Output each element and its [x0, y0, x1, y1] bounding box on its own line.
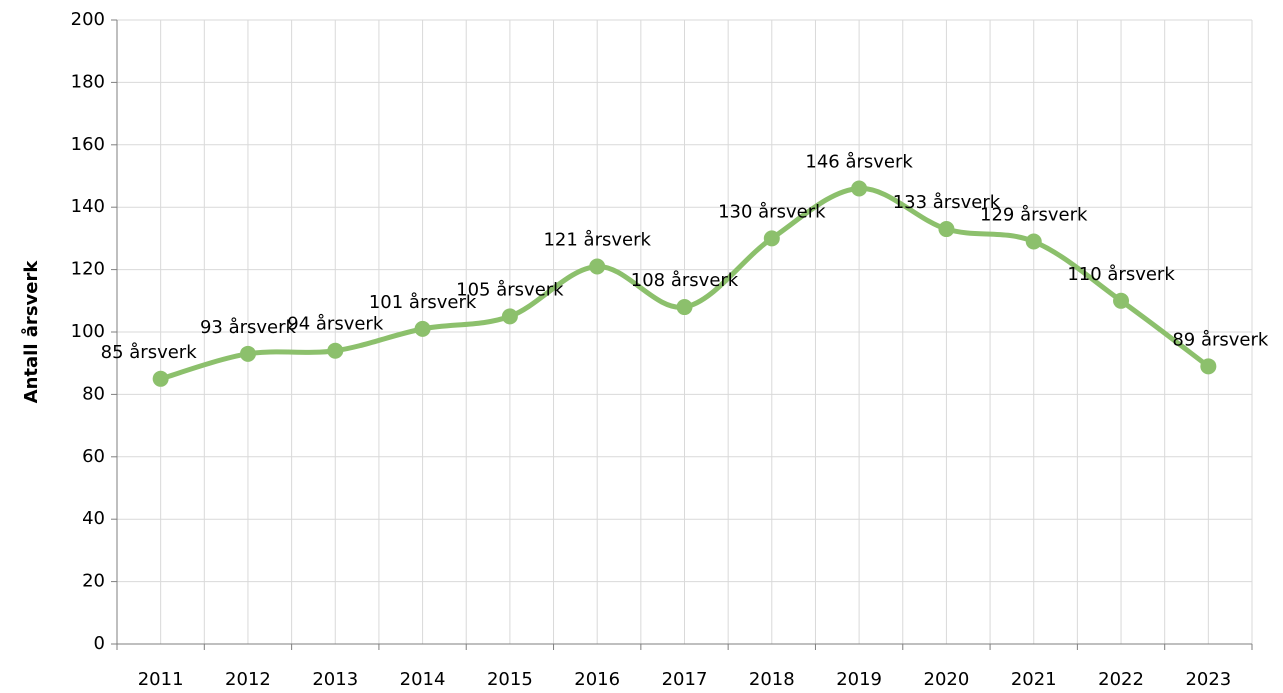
y-tick-label: 40	[82, 508, 105, 529]
point	[327, 342, 344, 359]
y-tick-label: 160	[71, 134, 105, 155]
data-label: 101 årsverk	[369, 292, 477, 313]
x-tick-label: 2011	[138, 669, 184, 690]
data-label: 93 årsverk	[200, 317, 297, 338]
y-tick-label: 60	[82, 446, 105, 467]
x-tick-label: 2017	[662, 669, 708, 690]
point	[676, 299, 693, 316]
y-tick-label: 80	[82, 383, 105, 404]
x-tick-label: 2019	[836, 669, 882, 690]
y-tick-label: 200	[71, 9, 105, 30]
y-axis-label: Antall årsverk	[20, 260, 42, 404]
point	[589, 258, 606, 275]
data-label: 105 årsverk	[456, 279, 564, 300]
x-tick-label: 2023	[1185, 669, 1231, 690]
x-tick-label: 2014	[400, 669, 446, 690]
point	[152, 370, 169, 387]
data-label: 146 årsverk	[805, 151, 913, 172]
point	[1200, 358, 1217, 375]
data-label: 89 årsverk	[1172, 329, 1269, 350]
y-tick-label: 100	[71, 321, 105, 342]
x-tick-label: 2012	[225, 669, 271, 690]
x-tick-label: 2016	[574, 669, 620, 690]
x-tick-label: 2015	[487, 669, 533, 690]
x-tick-label: 2021	[1011, 669, 1057, 690]
point	[1113, 292, 1130, 309]
point	[1025, 233, 1042, 250]
y-tick-label: 120	[71, 259, 105, 280]
x-tick-label: 2018	[749, 669, 795, 690]
y-tick-label: 0	[94, 633, 105, 654]
point	[414, 320, 431, 337]
point	[239, 345, 256, 362]
y-tick-label: 20	[82, 571, 105, 592]
data-label: 133 årsverk	[893, 192, 1001, 213]
data-label: 130 årsverk	[718, 201, 826, 222]
data-label: 94 årsverk	[287, 314, 384, 335]
point	[763, 230, 780, 247]
data-label: 108 årsverk	[631, 270, 739, 291]
y-tick-label: 180	[71, 71, 105, 92]
y-tick-label: 140	[71, 196, 105, 217]
data-label: 110 årsverk	[1067, 264, 1175, 285]
data-label: 85 årsverk	[101, 342, 198, 363]
data-label: 121 årsverk	[543, 229, 651, 250]
data-label: 129 årsverk	[980, 205, 1088, 226]
point	[501, 308, 518, 325]
point	[938, 221, 955, 238]
point	[851, 180, 868, 197]
x-tick-label: 2013	[312, 669, 358, 690]
x-tick-label: 2020	[924, 669, 970, 690]
x-tick-label: 2022	[1098, 669, 1144, 690]
